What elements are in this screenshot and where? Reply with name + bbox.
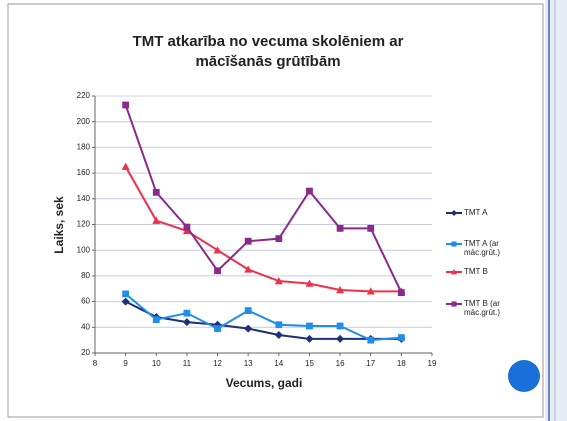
- chart-title: mācīšanās grūtībām: [195, 53, 340, 70]
- x-tick-label: 12: [213, 359, 222, 368]
- marker: [275, 235, 283, 243]
- legend-entry: TMT A: [464, 208, 488, 217]
- x-tick-label: 9: [123, 359, 128, 368]
- y-tick-label: 100: [77, 245, 91, 254]
- y-tick-label: 80: [81, 271, 90, 280]
- x-tick-label: 14: [274, 359, 283, 368]
- marker: [214, 325, 221, 332]
- marker: [305, 334, 314, 343]
- x-tick-label: 16: [336, 359, 345, 368]
- marker: [306, 322, 313, 330]
- marker: [213, 246, 222, 254]
- marker: [397, 334, 405, 341]
- x-tick-label: 13: [244, 359, 253, 368]
- legend-entry: TMT A (ar māc.grūt.): [464, 239, 501, 257]
- marker: [244, 265, 253, 273]
- y-tick-label: 40: [81, 322, 90, 331]
- x-tick-label: 8: [93, 359, 98, 368]
- x-tick-label: 19: [428, 359, 437, 368]
- marker: [244, 307, 252, 314]
- marker: [183, 309, 191, 317]
- marker: [183, 223, 191, 231]
- marker: [451, 210, 457, 216]
- y-tick-label: 120: [77, 220, 91, 229]
- marker: [182, 226, 191, 235]
- x-tick-label: 17: [366, 359, 375, 368]
- marker: [152, 316, 160, 323]
- chart-title: TMT atkarība no vecuma skolēniem ar: [133, 33, 404, 50]
- legend-label: TMT B: [464, 267, 488, 276]
- x-tick-label: 10: [152, 359, 161, 368]
- marker: [275, 321, 283, 329]
- marker: [451, 269, 457, 275]
- y-tick-label: 60: [81, 297, 90, 306]
- marker: [336, 286, 345, 294]
- x-tick-label: 15: [305, 359, 314, 368]
- decor-circle: [508, 360, 540, 392]
- series-line: [125, 300, 402, 340]
- series-line: [124, 293, 402, 342]
- marker: [306, 187, 313, 195]
- y-tick-label: 220: [77, 91, 91, 100]
- x-tick-label: 11: [183, 359, 192, 368]
- marker: [152, 188, 160, 196]
- marker: [336, 322, 344, 330]
- marker: [122, 290, 130, 298]
- legend-entry: TMT B: [464, 267, 488, 276]
- marker: [367, 224, 375, 232]
- y-tick-label: 140: [77, 194, 91, 203]
- marker: [121, 297, 130, 306]
- y-tick-label: 20: [81, 348, 90, 357]
- x-tick-label: 18: [397, 359, 406, 368]
- marker: [244, 237, 252, 245]
- legend-label: TMT A: [464, 208, 488, 217]
- marker: [305, 279, 314, 287]
- legend-label: TMT B (ar māc.grūt.): [464, 299, 501, 317]
- marker: [182, 318, 191, 327]
- marker: [121, 162, 130, 170]
- x-axis-label: Vecums, gadi: [226, 376, 303, 390]
- side-stripe: [545, 0, 567, 421]
- marker: [214, 267, 221, 275]
- marker: [152, 216, 161, 224]
- legend-label: TMT A (ar māc.grūt.): [464, 239, 501, 257]
- y-axis-label: Laiks, sek: [52, 196, 66, 254]
- marker: [274, 331, 283, 340]
- y-tick-label: 160: [77, 168, 91, 177]
- marker: [451, 301, 457, 307]
- series-line: [124, 104, 403, 294]
- y-tick-label: 180: [77, 143, 91, 152]
- marker: [451, 241, 457, 247]
- marker: [336, 224, 344, 232]
- marker: [397, 289, 405, 297]
- marker: [274, 277, 283, 285]
- series-line: [124, 166, 402, 293]
- y-tick-label: 200: [77, 117, 91, 126]
- marker: [336, 334, 345, 343]
- marker: [122, 101, 130, 109]
- marker: [366, 287, 375, 295]
- legend-entry: TMT B (ar māc.grūt.): [464, 299, 501, 317]
- marker: [367, 336, 375, 344]
- marker: [244, 324, 253, 333]
